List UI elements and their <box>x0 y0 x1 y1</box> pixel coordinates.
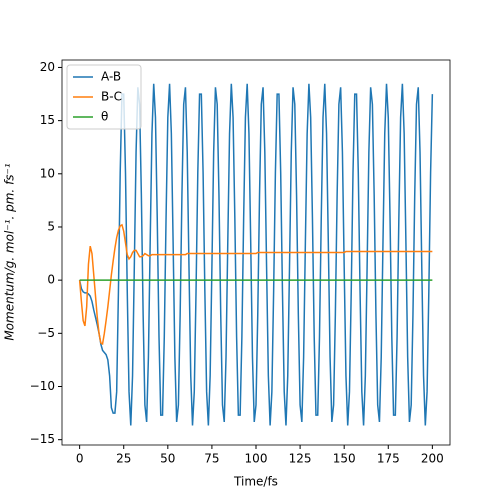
y-tick-label: 20 <box>40 60 55 74</box>
x-tick-label: 100 <box>245 452 268 466</box>
x-tick-label: 75 <box>204 452 219 466</box>
y-tick-label: 0 <box>47 273 55 287</box>
plot-frame <box>61 59 451 446</box>
x-tick-label: 175 <box>377 452 400 466</box>
x-tick-label: 150 <box>333 452 356 466</box>
data-line <box>78 83 434 426</box>
legend-label: B-C <box>101 90 122 104</box>
data-line <box>78 223 433 346</box>
legend-label: θ <box>101 110 108 124</box>
x-tick-label: 50 <box>160 452 175 466</box>
x-tick-label: 125 <box>289 452 312 466</box>
x-tick-label: 25 <box>116 452 131 466</box>
y-tick-label: −5 <box>37 326 55 340</box>
y-tick-label: 15 <box>40 113 55 127</box>
legend-label: A-B <box>101 70 121 84</box>
x-tick-label: 200 <box>421 452 444 466</box>
y-tick-label: 5 <box>47 219 55 233</box>
x-tick-label: 0 <box>76 452 84 466</box>
y-axis-label: Momentum/g. mol⁻¹. pm. fs⁻¹ <box>3 163 17 341</box>
x-axis-label: Time/fs <box>233 475 278 489</box>
legend-box <box>66 64 142 130</box>
y-tick-label: −10 <box>30 379 55 393</box>
y-tick-label: −15 <box>30 432 55 446</box>
y-tick-label: 10 <box>40 166 55 180</box>
